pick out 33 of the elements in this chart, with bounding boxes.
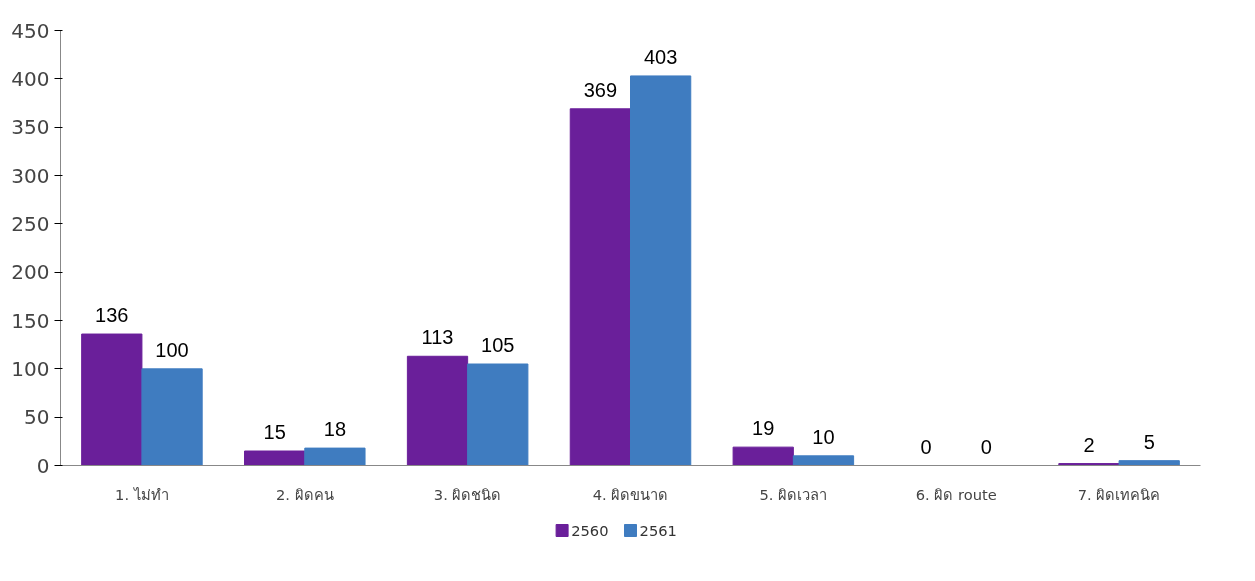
data-label: 5	[1143, 430, 1155, 453]
y-tick-label: 150	[11, 308, 50, 333]
data-label: 18	[323, 418, 347, 441]
x-tick-label: 1. ไม่ทำ	[115, 485, 169, 503]
y-tick-label: 250	[11, 211, 50, 236]
x-tick-label: 5. ผิดเวลา	[759, 485, 828, 503]
data-label: 113	[421, 326, 454, 349]
data-label: 105	[481, 334, 515, 356]
x-tick-label: 3. ผิดชนิด	[433, 485, 502, 503]
x-tick-label: 7. ผิดเทคนิค	[1077, 485, 1161, 503]
x-tick-label: 6. ผิด route	[915, 485, 997, 503]
x-tick-label: 2. ผิดคน	[275, 485, 334, 503]
y-tick-label: 450	[11, 18, 50, 43]
data-label: 2	[1083, 433, 1095, 456]
data-label: 15	[263, 421, 286, 443]
data-label: 0	[920, 435, 932, 458]
data-label: 369	[583, 78, 618, 101]
legend-label: 2561	[639, 521, 677, 539]
data-label: 10	[812, 425, 835, 448]
y-tick-label: 50	[24, 405, 50, 430]
y-tick-label: 0	[36, 453, 50, 478]
y-tick-label: 100	[11, 356, 50, 381]
legend-label: 2560	[571, 521, 609, 539]
y-tick-label: 400	[11, 66, 50, 91]
x-tick-label: 4. ผิดขนาด	[592, 485, 669, 503]
data-label: 0	[980, 435, 992, 458]
data-label: 136	[95, 304, 129, 327]
y-tick-label: 350	[11, 115, 50, 140]
y-tick-label: 200	[11, 260, 50, 285]
y-tick-label: 300	[11, 163, 50, 188]
data-label: 100	[155, 338, 189, 361]
data-label: 19	[752, 417, 775, 440]
data-label: 403	[643, 45, 678, 68]
